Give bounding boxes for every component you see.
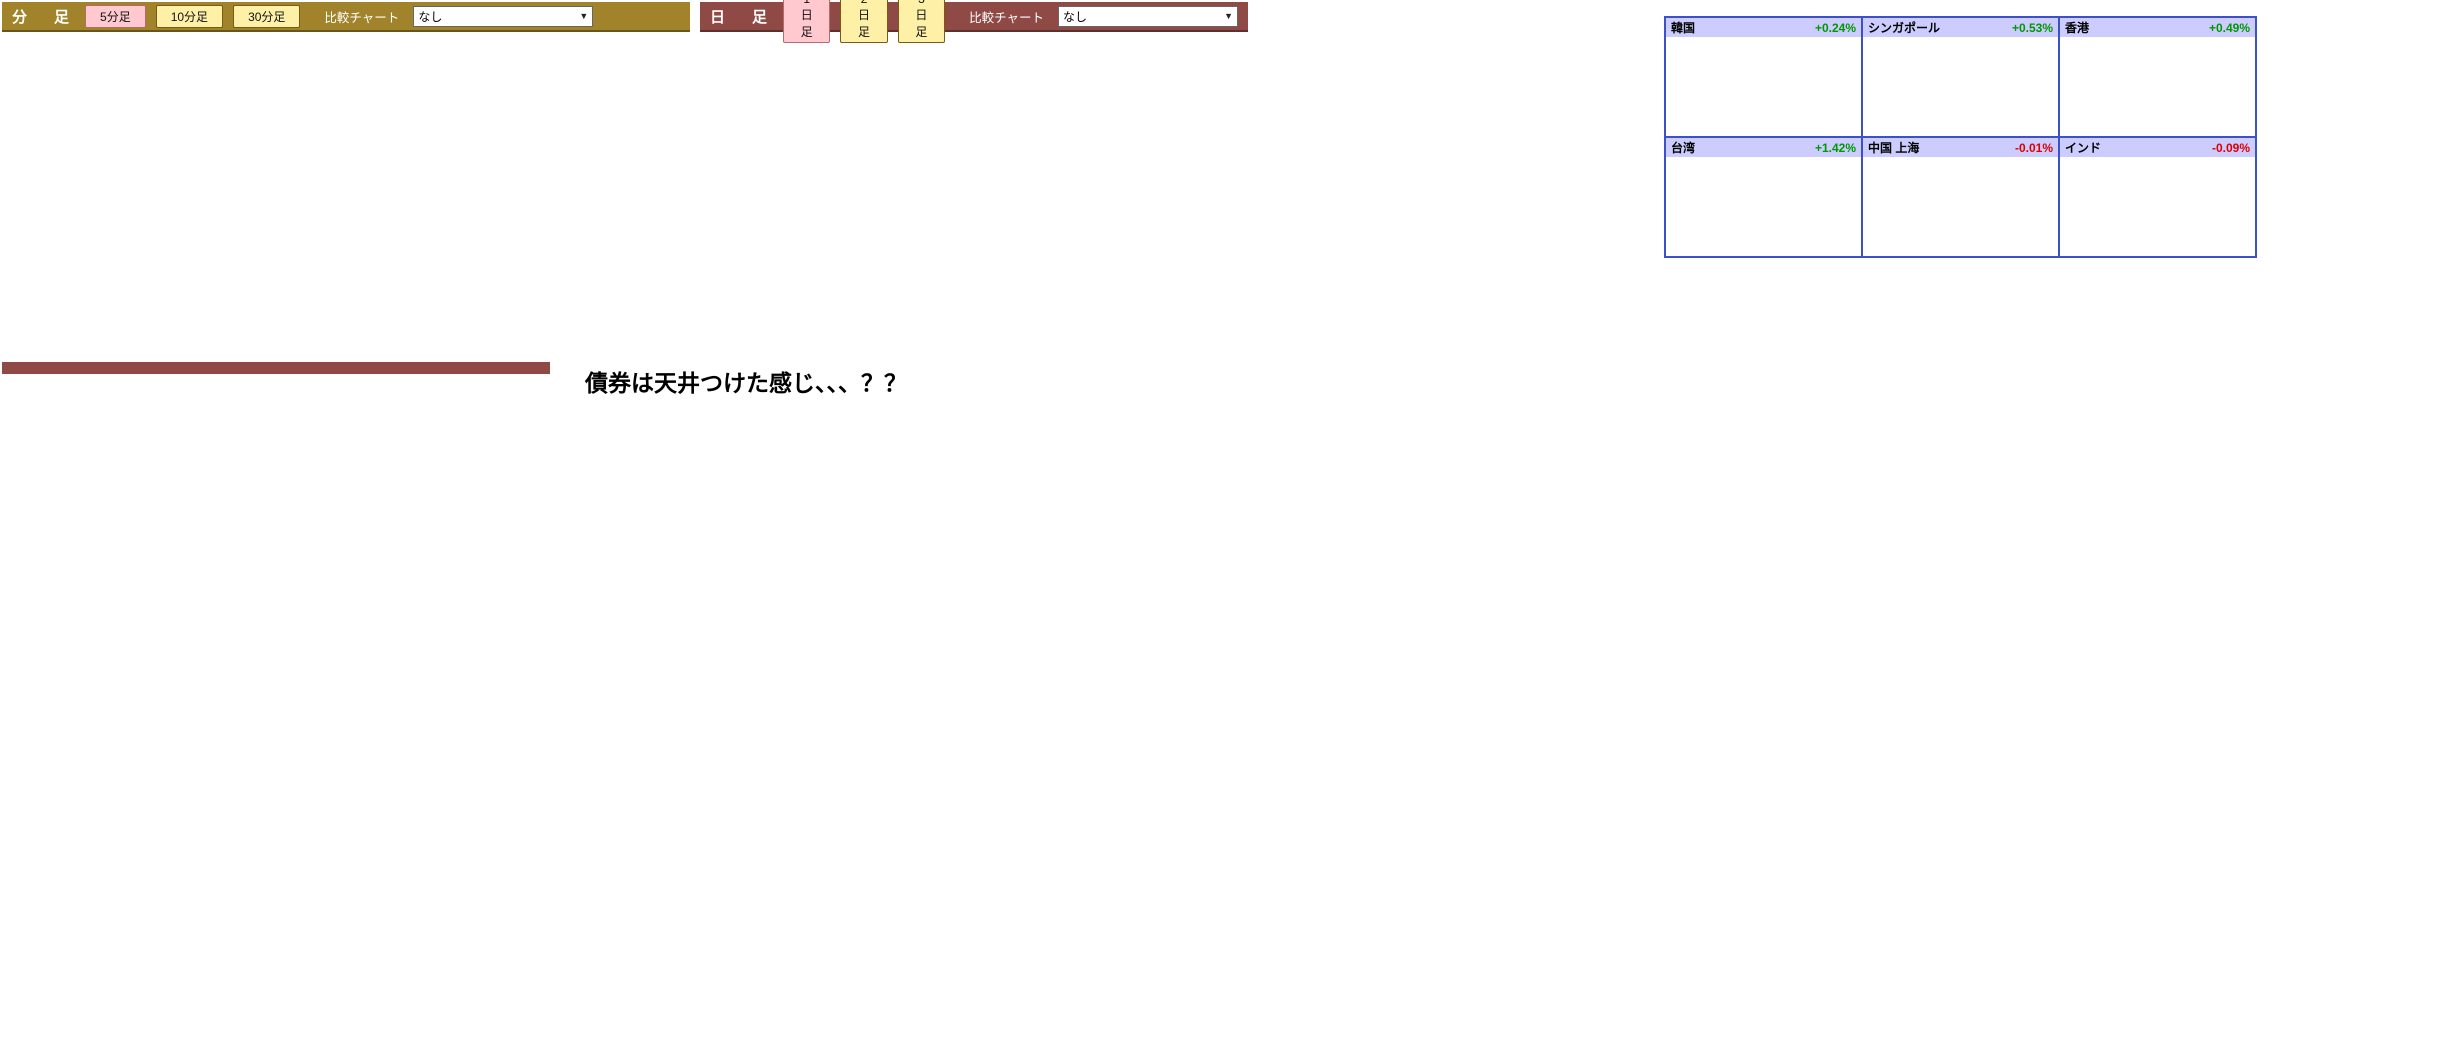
tech-chart-30min xyxy=(1700,428,2354,984)
asia-markets-panel: 韓国 +0.24% シンガポール +0.53% 香港 +0.49% 台湾 +1.… xyxy=(1664,16,2257,258)
chevron-down-icon: ▼ xyxy=(1224,11,1233,21)
compare-chart-select[interactable]: なし ▼ xyxy=(413,5,594,27)
minute-chart-canvas xyxy=(2,32,690,362)
market-mini-chart xyxy=(2060,157,2255,256)
comment-text: 債券は天井つけた感じ、、、？？ xyxy=(585,371,907,397)
tab-5min[interactable]: 5分足 xyxy=(85,4,146,28)
market-mini-chart xyxy=(2060,37,2255,136)
market-change: +0.49% xyxy=(2208,20,2250,35)
market-name: シンガポール xyxy=(1868,21,1941,35)
tab-2day[interactable]: 2日足 xyxy=(840,0,888,43)
market-name: 香港 xyxy=(2065,21,2090,35)
minute-chart-widget: 分 足 5分足 10分足 30分足 比較チャート なし ▼ xyxy=(2,2,690,374)
tech-chart-canvas xyxy=(1700,428,2354,984)
compare-chart-label: 比較チャート xyxy=(324,10,400,25)
market-change: -0.09% xyxy=(2211,140,2250,155)
market-change: +0.24% xyxy=(1814,20,1856,35)
minute-chart-title: 分 足 xyxy=(12,8,76,26)
tab-30min[interactable]: 30分足 xyxy=(233,4,301,28)
market-mini-chart xyxy=(1863,37,2058,136)
market-cell-shanghai: 中国 上海 -0.01% xyxy=(1862,137,2059,257)
market-change: +1.42% xyxy=(1814,140,1856,155)
market-cell-taiwan: 台湾 +1.42% xyxy=(1665,137,1862,257)
market-cell-singapore: シンガポール +0.53% xyxy=(1862,17,2059,137)
market-cell-header[interactable]: インド -0.09% xyxy=(2060,138,2255,157)
compare-chart-value: なし xyxy=(418,9,443,24)
daily-chart-header: 日 足 1日足 2日足 3日足 比較チャート なし ▼ xyxy=(700,0,1248,43)
daily-chart-widget: 日 足 1日足 2日足 3日足 比較チャート なし ▼ xyxy=(700,0,1248,364)
daily-chart-canvas xyxy=(700,32,1248,364)
tech-chart-canvas xyxy=(2,420,984,976)
tech-chart-15min xyxy=(988,420,1664,976)
market-cell-header[interactable]: 香港 +0.49% xyxy=(2060,18,2255,37)
market-name: インド xyxy=(2065,141,2102,155)
market-change: +0.53% xyxy=(2011,20,2053,35)
market-cell-header[interactable]: 中国 上海 -0.01% xyxy=(1863,138,2058,157)
market-cell-korea: 韓国 +0.24% xyxy=(1665,17,1862,137)
market-name: 韓国 xyxy=(1671,21,1696,35)
market-mini-chart xyxy=(1666,157,1861,256)
market-cell-header[interactable]: 韓国 +0.24% xyxy=(1666,18,1861,37)
compare-chart-value: なし xyxy=(1062,9,1087,24)
compare-chart-select[interactable]: なし ▼ xyxy=(1057,5,1238,27)
market-mini-chart xyxy=(1863,157,2058,256)
tech-chart-canvas xyxy=(988,420,1664,976)
compare-chart-label: 比較チャート xyxy=(969,10,1044,25)
daily-chart-title: 日 足 xyxy=(710,8,774,26)
tech-chart-5min xyxy=(2,420,984,976)
market-name: 台湾 xyxy=(1671,141,1696,155)
tab-10min[interactable]: 10分足 xyxy=(155,4,224,28)
market-change: -0.01% xyxy=(2014,140,2053,155)
minute-chart-bottom-bar xyxy=(2,362,550,374)
tab-3day[interactable]: 3日足 xyxy=(897,0,946,43)
minute-chart-header: 分 足 5分足 10分足 30分足 比較チャート なし ▼ xyxy=(2,2,690,32)
market-cell-india: インド -0.09% xyxy=(2059,137,2256,257)
market-cell-hongkong: 香港 +0.49% xyxy=(2059,17,2256,137)
market-cell-header[interactable]: シンガポール +0.53% xyxy=(1863,18,2058,37)
market-cell-header[interactable]: 台湾 +1.42% xyxy=(1666,138,1861,157)
market-name: 中国 上海 xyxy=(1868,141,1920,155)
market-mini-chart xyxy=(1666,37,1861,136)
tab-1day[interactable]: 1日足 xyxy=(783,0,831,43)
chevron-down-icon: ▼ xyxy=(579,11,589,21)
